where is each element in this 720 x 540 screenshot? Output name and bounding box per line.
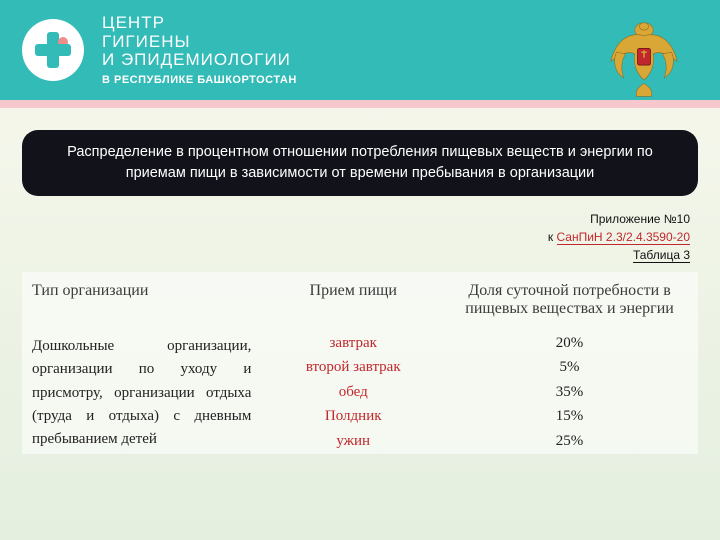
annex-number: Приложение №10: [0, 210, 690, 228]
sanpin-link[interactable]: СанПиН 2.3/2.4.3590-20: [557, 230, 691, 245]
org-name: ЦЕНТР ГИГИЕНЫ И ЭПИДЕМИОЛОГИИ: [102, 14, 297, 70]
cell-share: 25%: [441, 430, 698, 455]
header-bar: ЦЕНТР ГИГИЕНЫ И ЭПИДЕМИОЛОГИИ В РЕСПУБЛИ…: [0, 0, 720, 100]
annex-sanpin: к СанПиН 2.3/2.4.3590-20: [0, 228, 690, 246]
cell-share: 20%: [441, 332, 698, 356]
page-title: Распределение в процентном отношении пот…: [22, 130, 698, 196]
annex-reference: Приложение №10 к СанПиН 2.3/2.4.3590-20 …: [0, 210, 690, 264]
data-table: Тип организации Прием пищи Доля суточной…: [22, 272, 698, 454]
medical-cross-icon: [33, 30, 73, 70]
annex-table-ref: Таблица 3: [0, 246, 690, 264]
cell-org-type: Дошкольные организации, организации по у…: [22, 332, 265, 454]
table-header-row: Тип организации Прием пищи Доля суточной…: [22, 272, 698, 332]
cell-share: 15%: [441, 405, 698, 429]
cell-meal: завтрак: [265, 332, 441, 356]
header-ribbon: [0, 100, 720, 108]
col-org-type: Тип организации: [22, 272, 265, 332]
cell-meal: ужин: [265, 430, 441, 455]
cell-meal: Полдник: [265, 405, 441, 429]
cell-share: 5%: [441, 356, 698, 380]
table-row: Дошкольные организации, организации по у…: [22, 332, 698, 356]
cell-share: 35%: [441, 381, 698, 405]
cell-meal: второй завтрак: [265, 356, 441, 380]
cell-meal: обед: [265, 381, 441, 405]
org-title: ЦЕНТР ГИГИЕНЫ И ЭПИДЕМИОЛОГИИ В РЕСПУБЛИ…: [102, 14, 297, 86]
col-share: Доля суточной потребности в пищевых веще…: [441, 272, 698, 332]
state-emblem-icon: [598, 8, 690, 100]
org-logo: [22, 19, 84, 81]
org-region: В РЕСПУБЛИКЕ БАШКОРТОСТАН: [102, 74, 297, 86]
col-meal: Прием пищи: [265, 272, 441, 332]
